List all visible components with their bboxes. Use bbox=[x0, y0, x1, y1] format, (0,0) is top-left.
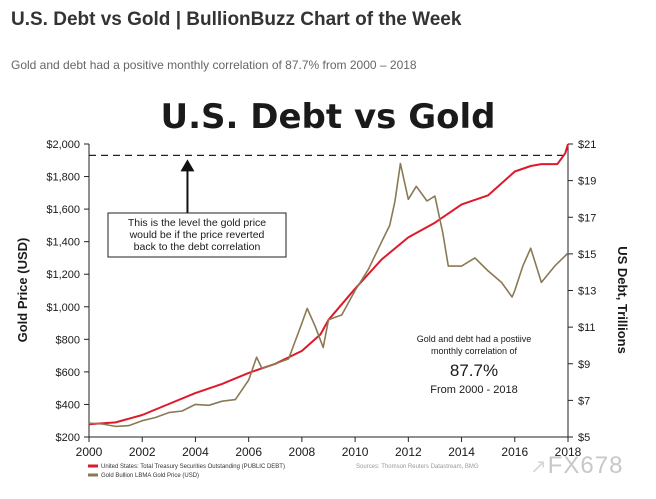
y-left-tick-label: $2,000 bbox=[46, 139, 80, 151]
annotation-arrow-head bbox=[180, 159, 195, 172]
y-left-tick-label: $800 bbox=[56, 334, 80, 346]
x-tick-label: 2010 bbox=[342, 445, 369, 459]
y-left-tick-label: $1,000 bbox=[46, 302, 80, 314]
legend: United States: Total Treasury Securities… bbox=[88, 464, 479, 479]
x-tick-label: 2000 bbox=[76, 445, 103, 459]
y-right-tick-label: $9 bbox=[578, 359, 590, 371]
chart-sources: Sources: Thomson Reuters Datastream, BMG bbox=[356, 464, 479, 470]
y-right-tick-label: $13 bbox=[578, 286, 596, 298]
arrow-icon: ↗ bbox=[530, 456, 548, 478]
x-tick-label: 2018 bbox=[555, 445, 582, 459]
correlation-period: From 2000 - 2018 bbox=[430, 384, 517, 396]
annotation-box-line: back to the debt correlation bbox=[134, 241, 261, 253]
y-left-tick-label: $600 bbox=[56, 367, 80, 379]
y-left-tick-label: $1,600 bbox=[46, 204, 80, 216]
y-right-tick-label: $5 bbox=[578, 432, 590, 444]
y-right-axis-label: US Debt, Trillions bbox=[615, 246, 630, 354]
y-right-tick-label: $19 bbox=[578, 176, 596, 188]
correlation-value: 87.7% bbox=[450, 361, 498, 380]
series-line-gold-price bbox=[88, 162, 569, 428]
y-left-axis-label: Gold Price (USD) bbox=[15, 238, 30, 343]
watermark: ↗FX678 bbox=[530, 452, 623, 480]
x-tick-label: 2008 bbox=[289, 445, 316, 459]
annotation-box-line: would be if the price reverted bbox=[129, 229, 265, 241]
x-tick-label: 2012 bbox=[395, 445, 422, 459]
y-right-tick-label: $11 bbox=[578, 322, 596, 334]
annotation-box-line: This is the level the gold price bbox=[128, 217, 266, 229]
legend-item-debt: United States: Total Treasury Securities… bbox=[101, 464, 285, 470]
series-line-us-debt bbox=[88, 143, 569, 426]
y-right-tick-label: $17 bbox=[578, 212, 596, 224]
legend-item-gold: Gold Bullion LBMA Gold Price (USD) bbox=[101, 473, 199, 479]
watermark-text: FX678 bbox=[547, 452, 624, 479]
y-left-tick-label: $1,800 bbox=[46, 172, 80, 184]
y-left-tick-label: $200 bbox=[56, 432, 80, 444]
x-tick-label: 2004 bbox=[182, 445, 209, 459]
chart-title: U.S. Debt vs Gold bbox=[161, 97, 496, 137]
plot-area: $200 $400 $600 $800 $1,000 $1,200 $1,400 $1,600… bbox=[46, 139, 596, 459]
x-tick-label: 2014 bbox=[448, 445, 475, 459]
x-tick-label: 2006 bbox=[235, 445, 262, 459]
y-right-tick-label: $21 bbox=[578, 139, 596, 151]
y-left-tick-label: $400 bbox=[56, 399, 80, 411]
chart-background bbox=[5, 85, 651, 495]
page-subtitle: Gold and debt had a positive monthly cor… bbox=[11, 58, 417, 72]
x-tick-label: 2002 bbox=[129, 445, 156, 459]
correlation-note-line: monthly correlation of bbox=[431, 346, 518, 356]
correlation-note-line: Gold and debt had a postiive bbox=[417, 334, 532, 344]
x-tick-label: 2016 bbox=[501, 445, 528, 459]
y-right-tick-label: $15 bbox=[578, 249, 596, 261]
y-left-tick-label: $1,400 bbox=[46, 237, 80, 249]
y-right-tick-label: $7 bbox=[578, 395, 590, 407]
page-title: U.S. Debt vs Gold | BullionBuzz Chart of… bbox=[11, 9, 462, 30]
y-left-tick-label: $1,200 bbox=[46, 269, 80, 281]
annotation-box bbox=[107, 212, 287, 258]
